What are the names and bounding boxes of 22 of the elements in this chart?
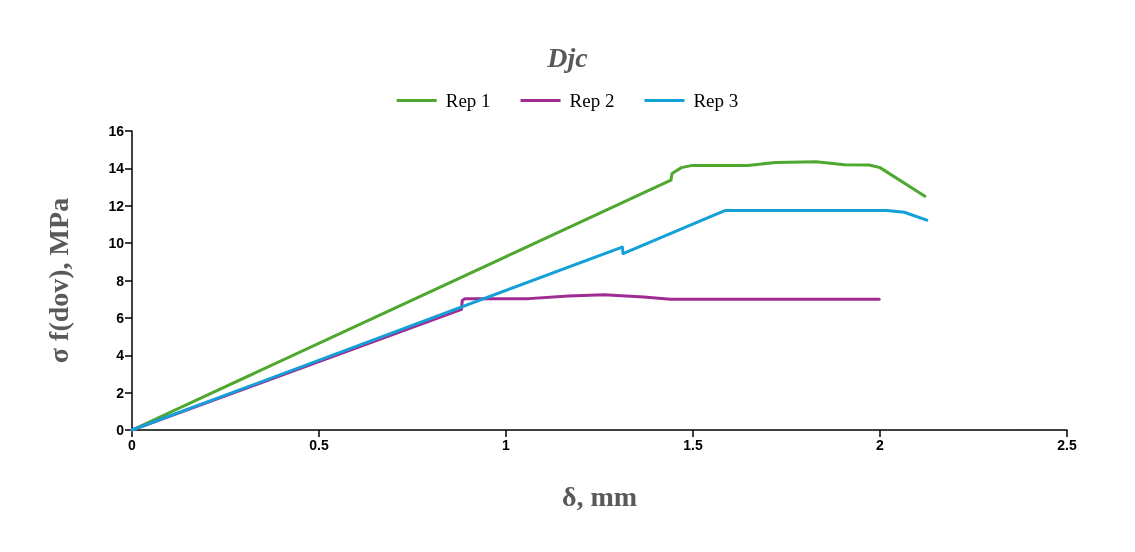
y-tick-label: 14 [108,160,125,177]
y-tick-label: 12 [108,197,125,214]
x-tick-label: 1 [502,437,511,453]
legend-label: Rep 3 [693,90,739,111]
y-tick-label: 4 [116,347,125,364]
x-tick-label: 0 [128,437,137,453]
legend-label: Rep 1 [445,90,491,111]
y-axis-title: σ f(dov), MPa [42,197,74,364]
x-tick-label: 2.5 [1057,437,1077,453]
y-tick-label: 0 [116,422,125,438]
x-tick-label: 0.5 [309,437,329,453]
x-tick-label: 1.5 [683,437,703,453]
y-tick-label: 16 [108,123,125,139]
y-tick-label: 8 [116,272,125,289]
y-tick-label: 2 [116,384,125,401]
y-tick-label: 10 [108,235,125,252]
x-tick-label: 2 [876,437,885,453]
x-axis-title: δ, mm [561,480,638,512]
legend-label: Rep 2 [569,90,615,111]
y-tick-label: 6 [116,309,125,326]
chart-title: Djc [546,41,589,73]
line-series [130,208,929,432]
